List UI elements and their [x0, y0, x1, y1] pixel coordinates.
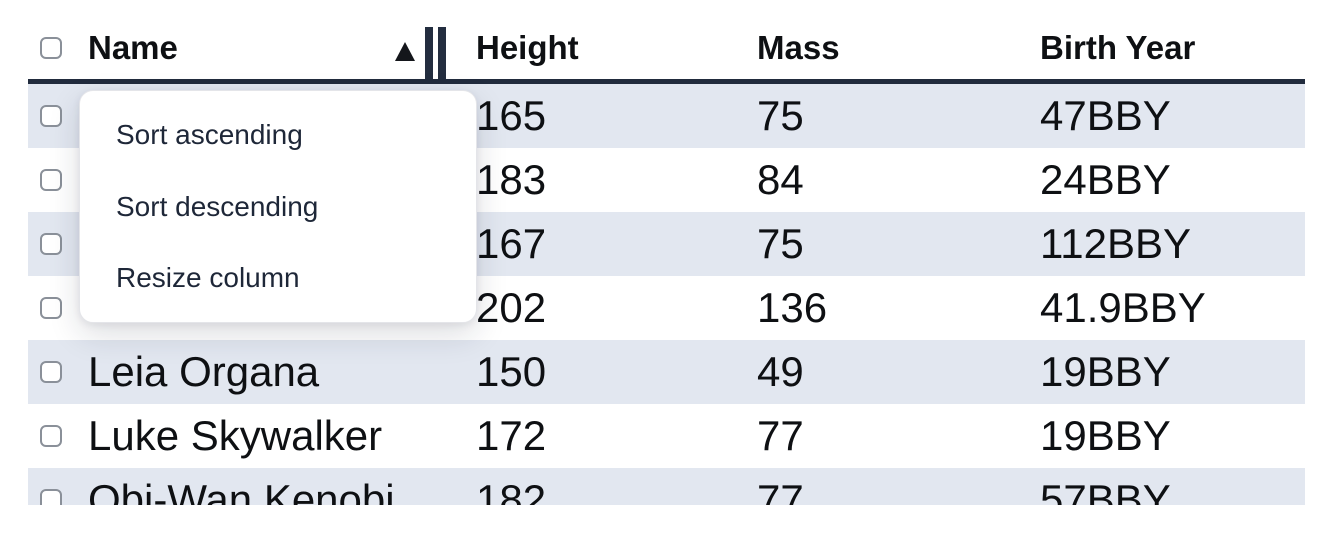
- column-header-height-label: Height: [476, 28, 579, 66]
- cell-height: 172: [476, 412, 547, 459]
- menu-item-sort-ascending[interactable]: Sort ascending: [116, 118, 303, 150]
- row-checkbox[interactable]: [40, 233, 62, 255]
- cell-birth-year: 19BBY: [1040, 348, 1171, 395]
- resize-bar-right: [438, 27, 446, 79]
- row-select-cell: [28, 105, 76, 127]
- menu-item-resize-column[interactable]: Resize column: [116, 262, 300, 294]
- menu-item-sort-descending[interactable]: Sort descending: [116, 190, 319, 222]
- table-row[interactable]: Obi-Wan Kenobi 182 77 57BBY: [28, 468, 1305, 505]
- table-row[interactable]: Leia Organa 150 49 19BBY: [28, 340, 1305, 404]
- cell-birth-year: 57BBY: [1040, 476, 1171, 505]
- row-select-cell: [28, 169, 76, 191]
- table-header-row: Name Height Mass Birth Year: [28, 0, 1305, 84]
- cell-mass: 49: [757, 348, 804, 395]
- cell-height: 183: [476, 156, 547, 203]
- row-select-cell: [28, 489, 76, 505]
- row-checkbox[interactable]: [40, 297, 62, 319]
- column-header-birth-year[interactable]: Birth Year: [1026, 29, 1305, 67]
- cell-height: 182: [476, 476, 547, 505]
- row-select-cell: [28, 425, 76, 447]
- table-row[interactable]: Luke Skywalker 172 77 19BBY: [28, 404, 1305, 468]
- column-header-mass-label: Mass: [757, 28, 840, 66]
- column-header-name-label: Name: [88, 28, 178, 66]
- cell-birth-year: 19BBY: [1040, 412, 1171, 459]
- resize-bar-left: [425, 27, 433, 79]
- cell-height: 167: [476, 220, 547, 267]
- column-header-mass[interactable]: Mass: [743, 29, 1026, 67]
- cell-birth-year: 112BBY: [1040, 220, 1191, 267]
- row-checkbox[interactable]: [40, 169, 62, 191]
- cell-mass: 77: [757, 476, 804, 505]
- row-checkbox[interactable]: [40, 105, 62, 127]
- column-header-birth-year-label: Birth Year: [1040, 28, 1196, 66]
- header-select-cell: [28, 36, 76, 59]
- row-select-cell: [28, 297, 76, 319]
- row-checkbox[interactable]: [40, 361, 62, 383]
- cell-mass: 75: [757, 92, 804, 139]
- select-all-checkbox[interactable]: [40, 36, 62, 59]
- cell-height: 165: [476, 92, 547, 139]
- cell-birth-year: 41.9BBY: [1040, 284, 1206, 331]
- column-header-name[interactable]: Name: [76, 29, 460, 67]
- row-select-cell: [28, 361, 76, 383]
- cell-height: 202: [476, 284, 547, 331]
- column-options-menu: Sort ascending Sort descending Resize co…: [79, 90, 477, 323]
- cell-mass: 75: [757, 220, 804, 267]
- cell-name: Obi-Wan Kenobi: [88, 476, 395, 505]
- cell-name: Luke Skywalker: [88, 412, 383, 459]
- cell-mass: 84: [757, 156, 804, 203]
- column-header-height[interactable]: Height: [460, 29, 743, 67]
- cell-birth-year: 47BBY: [1040, 92, 1171, 139]
- column-resize-handle[interactable]: [425, 27, 446, 79]
- cell-mass: 77: [757, 412, 804, 459]
- row-checkbox[interactable]: [40, 489, 62, 505]
- row-checkbox[interactable]: [40, 425, 62, 447]
- cell-birth-year: 24BBY: [1040, 156, 1171, 203]
- cell-name: Leia Organa: [88, 348, 320, 395]
- cell-mass: 136: [757, 284, 828, 331]
- cell-height: 150: [476, 348, 547, 395]
- row-select-cell: [28, 233, 76, 255]
- sort-ascending-icon: [395, 42, 415, 61]
